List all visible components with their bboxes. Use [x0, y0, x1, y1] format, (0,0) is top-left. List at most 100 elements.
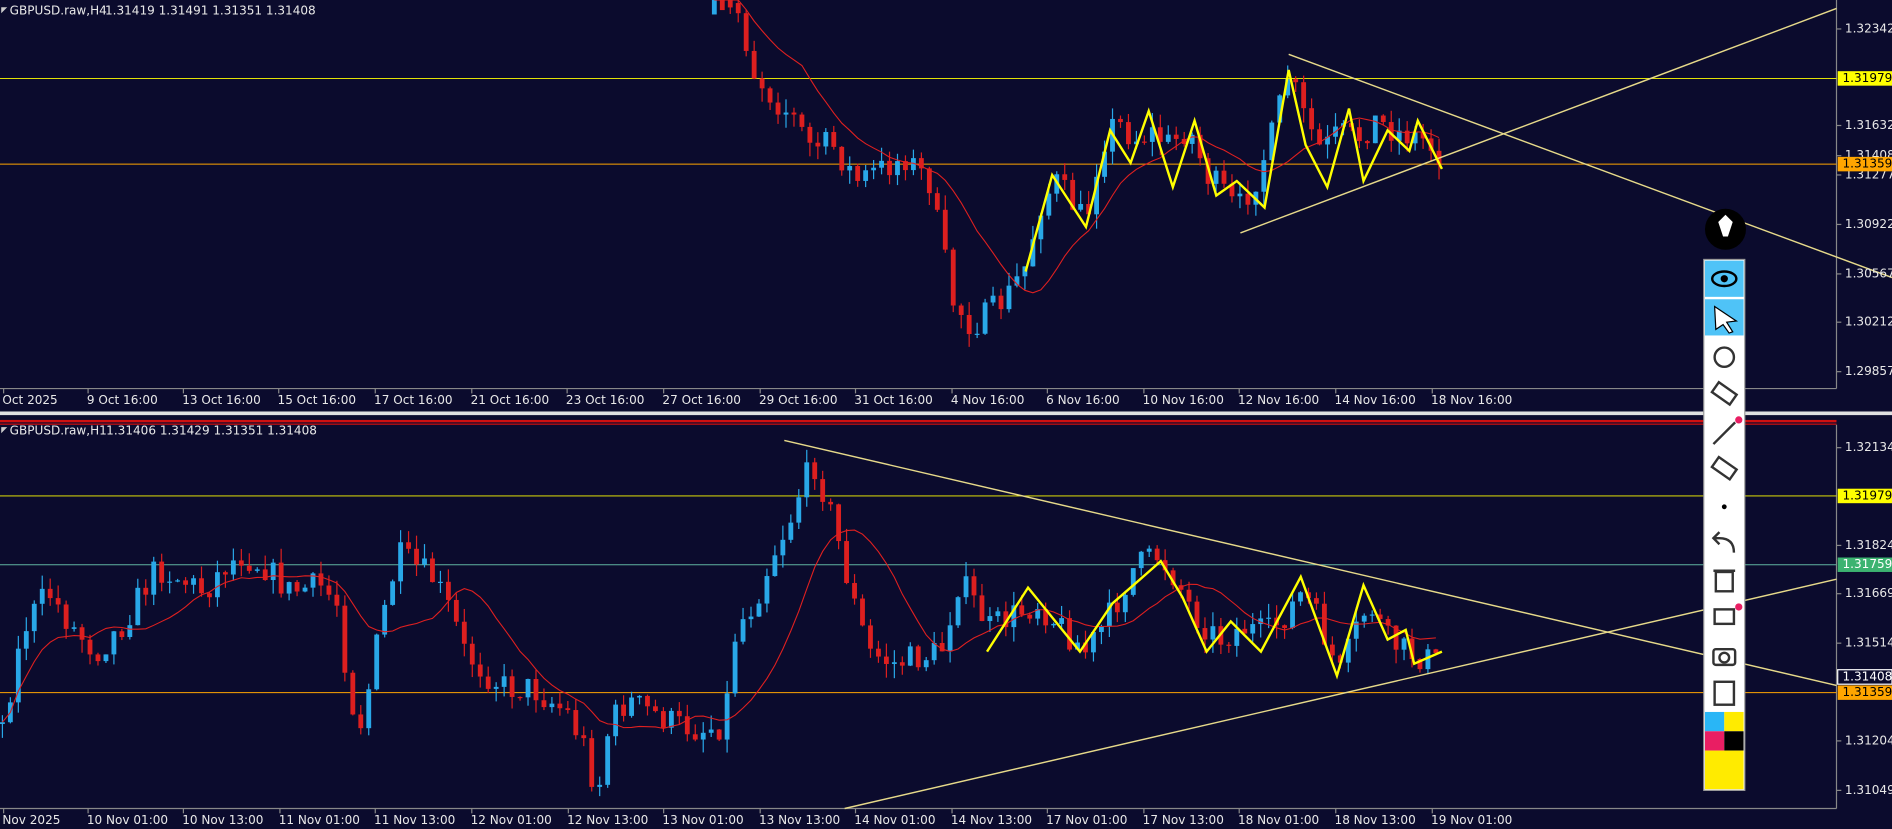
candle-body	[1157, 127, 1163, 142]
candle-body	[887, 160, 892, 176]
candle-body	[1345, 638, 1351, 663]
color-yellow[interactable]	[1724, 711, 1744, 732]
price-label: 1.32134	[1845, 440, 1892, 454]
color-black[interactable]	[1724, 731, 1744, 751]
color-cyan[interactable]	[1704, 711, 1725, 732]
time-label: 4 Nov 16:00	[951, 393, 1025, 407]
panel-separator[interactable]	[0, 411, 1892, 416]
timer-tool[interactable]	[1713, 346, 1736, 369]
symbol-title: GBPUSD.raw,H4	[10, 3, 107, 17]
price-marker	[1837, 557, 1892, 572]
candle-body	[799, 114, 805, 127]
eraser-tool[interactable]	[1710, 455, 1739, 482]
candle-body	[1011, 605, 1017, 628]
candle-body	[103, 654, 109, 662]
candle-body	[982, 302, 988, 334]
candle-body	[1210, 626, 1216, 640]
candle-body	[533, 678, 539, 701]
undo-tool[interactable]	[1711, 531, 1736, 553]
candle-body	[1027, 614, 1033, 619]
candle-body	[143, 587, 149, 595]
price-marker	[1837, 71, 1892, 86]
time-label: 13 Oct 16:00	[182, 393, 261, 407]
candle-body	[31, 603, 37, 632]
time-label: 18 Nov 01:00	[1238, 813, 1319, 827]
candle-body	[262, 569, 268, 581]
price-label: 1.30567	[1845, 266, 1892, 280]
candle-body	[469, 643, 475, 665]
candle-body	[1404, 130, 1410, 144]
cursor-icon	[1713, 305, 1739, 334]
candle-body	[860, 598, 865, 626]
candle-body	[958, 305, 964, 315]
candle-body	[971, 576, 977, 596]
candle-body	[836, 504, 842, 542]
candle-body	[1369, 614, 1375, 616]
candle-body	[775, 102, 781, 115]
time-label: Oct 2025	[2, 393, 57, 407]
candle-body	[302, 587, 308, 592]
candle-body	[1118, 118, 1123, 123]
candle-body	[0, 722, 5, 725]
candle-body	[788, 522, 794, 540]
candle-body	[764, 576, 770, 604]
candle-body	[1051, 623, 1057, 626]
candle-body	[1417, 659, 1423, 670]
candle-body	[1425, 649, 1431, 670]
candle-body	[756, 603, 762, 617]
time-label: 18 Nov 13:00	[1335, 813, 1416, 827]
camera-tool[interactable]	[1712, 647, 1737, 667]
candle-body	[891, 662, 897, 664]
candle-body	[1364, 141, 1370, 144]
candle-body	[390, 581, 396, 605]
time-label: 31 Oct 16:00	[854, 393, 933, 407]
candle-body	[1003, 611, 1009, 628]
candle-body	[735, 3, 741, 14]
candle-body	[947, 625, 953, 652]
dot-tool[interactable]	[1721, 504, 1727, 510]
candle-body	[1301, 82, 1307, 109]
candle-body	[1091, 632, 1096, 653]
candle-body	[485, 676, 491, 689]
candle-body	[676, 710, 682, 717]
candle-body	[1086, 203, 1092, 215]
candle-body	[199, 578, 204, 594]
current-color[interactable]	[1704, 750, 1744, 790]
price-marker	[1837, 156, 1892, 172]
candle-body	[1106, 602, 1112, 627]
candle-body	[1165, 134, 1171, 142]
candle-body	[1186, 589, 1192, 602]
candle-body	[1070, 179, 1076, 210]
clipboard-tool[interactable]	[1713, 680, 1736, 706]
time-label: 9 Oct 16:00	[87, 393, 158, 407]
candle-body	[963, 576, 969, 598]
candle-body	[461, 621, 467, 644]
template-tool[interactable]	[1713, 608, 1736, 626]
candle-body	[879, 160, 884, 168]
candle-body	[278, 562, 284, 594]
price-label: 1.31514	[1845, 636, 1892, 650]
color-magenta[interactable]	[1704, 731, 1725, 751]
price-marker-label: 1.31408	[1843, 669, 1892, 683]
candle-body	[796, 497, 802, 523]
toolbar	[1703, 208, 1746, 791]
price-label: 1.31824	[1845, 538, 1892, 552]
candle-body	[183, 580, 188, 585]
candle-body	[645, 695, 650, 707]
candle-body	[1170, 570, 1176, 586]
price-label: 1.31669	[1845, 586, 1892, 600]
candle-body	[926, 168, 932, 194]
candle-body	[692, 734, 698, 740]
moving-average	[1, 529, 1436, 729]
candle-body	[1380, 115, 1386, 123]
candle-body	[852, 583, 857, 599]
candle-body	[581, 735, 587, 739]
candle-body	[310, 573, 316, 588]
candle-body	[1046, 193, 1052, 216]
candle-body	[1412, 132, 1418, 144]
eraser-tool[interactable]	[1710, 380, 1739, 407]
line-tool[interactable]	[1712, 421, 1736, 445]
candle-body	[63, 604, 69, 629]
moving-average	[714, 0, 1440, 294]
candle-body	[167, 581, 173, 583]
